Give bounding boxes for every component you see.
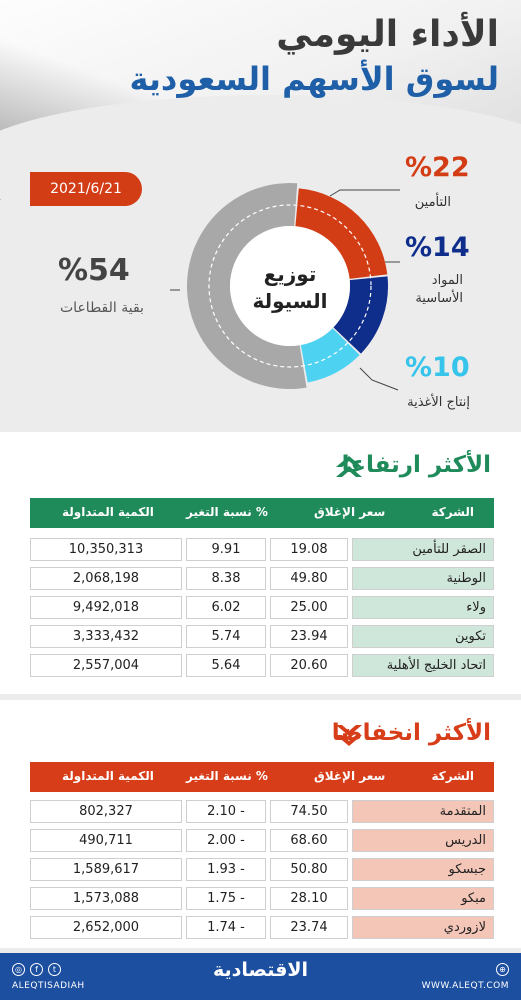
rest-label: بقية القطاعات bbox=[60, 300, 144, 316]
down-arrow-icon bbox=[336, 725, 362, 746]
company-cell: اتحاد الخليج الأهلية bbox=[352, 654, 494, 677]
table-row: مبكو 28.10 1.75 -1,573,088 bbox=[30, 887, 494, 910]
change-pct-cell: 8.38 bbox=[186, 567, 266, 590]
close-price-cell: 23.94 bbox=[270, 625, 348, 648]
change-pct-cell: 1.74 - bbox=[186, 916, 266, 939]
losers-col-close: سعر الإغلاق bbox=[314, 769, 386, 783]
food-pct: %10 bbox=[405, 352, 470, 383]
page-subtitle: لسوق الأسهم السعودية bbox=[129, 60, 499, 98]
losers-panel: الأكثر انخفاضا bbox=[0, 700, 521, 948]
table-row: الصقر للتأمين 19.08 9.91 10,350,313 bbox=[30, 538, 494, 561]
change-pct-cell: 1.75 - bbox=[186, 887, 266, 910]
volume-cell: 2,068,198 bbox=[30, 567, 182, 590]
company-cell: المتقدمة bbox=[352, 800, 494, 823]
losers-col-change: نسبة التغير % bbox=[186, 769, 268, 783]
gainers-col-close: سعر الإغلاق bbox=[314, 505, 386, 519]
materials-label-line1: المواد bbox=[431, 273, 463, 288]
page-title: الأداء اليومي bbox=[276, 14, 499, 55]
volume-cell: 2,557,004 bbox=[30, 654, 182, 677]
volume-cell: 9,492,018 bbox=[30, 596, 182, 619]
volume-cell: 3,333,432 bbox=[30, 625, 182, 648]
materials-arc bbox=[333, 276, 388, 354]
change-pct-cell: 2.10 - bbox=[186, 800, 266, 823]
close-price-cell: 74.50 bbox=[270, 800, 348, 823]
company-cell: الصقر للتأمين bbox=[352, 538, 494, 561]
volume-cell: 2,652,000 bbox=[30, 916, 182, 939]
donut-center bbox=[230, 226, 350, 346]
losers-col-volume: الكمية المتداولة bbox=[62, 769, 154, 783]
close-price-cell: 68.60 bbox=[270, 829, 348, 852]
close-price-cell: 23.74 bbox=[270, 916, 348, 939]
change-pct-cell: 5.74 bbox=[186, 625, 266, 648]
rest-pct: %54 bbox=[58, 253, 130, 288]
change-pct-cell: 6.02 bbox=[186, 596, 266, 619]
instagram-icon[interactable]: ◎ bbox=[12, 963, 25, 976]
leader-line-food bbox=[359, 367, 399, 391]
close-price-cell: 49.80 bbox=[270, 567, 348, 590]
table-row: جبسكو 50.80 1.93 -1,589,617 bbox=[30, 858, 494, 881]
insurance-arc bbox=[295, 188, 388, 279]
table-row: تكوين 23.94 5.74 3,333,432 bbox=[30, 625, 494, 648]
donut-center-line1: توزيع bbox=[264, 262, 317, 286]
company-cell: الدريس bbox=[352, 829, 494, 852]
leader-line-insurance bbox=[329, 189, 400, 197]
close-price-cell: 19.08 bbox=[270, 538, 348, 561]
losers-col-company: الشركة bbox=[431, 769, 474, 783]
table-row: المتقدمة 74.50 2.10 -802,327 bbox=[30, 800, 494, 823]
volume-cell: 10,350,313 bbox=[30, 538, 182, 561]
close-price-cell: 20.60 bbox=[270, 654, 348, 677]
website-link[interactable]: WWW.ALEQT.COM bbox=[421, 981, 509, 991]
table-row: اتحاد الخليج الأهلية 20.60 5.64 2,557,004 bbox=[30, 654, 494, 677]
date-badge: 2021/6/21 bbox=[30, 172, 142, 206]
table-row: لازوردي 23.74 1.74 -2,652,000 bbox=[30, 916, 494, 939]
gainers-title: الأكثر ارتفاعا bbox=[341, 452, 491, 478]
footer: ◎ f t ALEQTISADIAH الاقتصادية ⊕ WWW.ALEQ… bbox=[0, 953, 521, 1000]
gainers-panel: الأكثر ارتفاعا bbox=[0, 432, 521, 694]
donut-dashed-ring bbox=[208, 204, 372, 368]
food-arc bbox=[300, 328, 360, 383]
table-row: ولاء 25.00 6.02 9,492,018 bbox=[30, 596, 494, 619]
leader-lines bbox=[170, 189, 400, 391]
food-label: إنتاج الأغذية bbox=[407, 395, 470, 410]
social-handle[interactable]: ALEQTISADIAH bbox=[12, 981, 85, 991]
header-banner: الأداء اليومي لسوق الأسهم السعودية bbox=[0, 0, 521, 235]
company-cell: جبسكو bbox=[352, 858, 494, 881]
twitter-icon[interactable]: t bbox=[48, 963, 61, 976]
company-cell: تكوين bbox=[352, 625, 494, 648]
up-arrow-icon bbox=[336, 456, 362, 477]
company-cell: الوطنية bbox=[352, 567, 494, 590]
materials-label-line2: الأساسية bbox=[415, 291, 463, 306]
insurance-pct: %22 bbox=[405, 152, 470, 183]
volume-cell: 1,589,617 bbox=[30, 858, 182, 881]
gainers-col-company: الشركة bbox=[431, 505, 474, 519]
company-cell: لازوردي bbox=[352, 916, 494, 939]
table-row: الوطنية 49.80 8.38 2,068,198 bbox=[30, 567, 494, 590]
company-cell: ولاء bbox=[352, 596, 494, 619]
change-pct-cell: 9.91 bbox=[186, 538, 266, 561]
volume-cell: 802,327 bbox=[30, 800, 182, 823]
close-price-cell: 50.80 bbox=[270, 858, 348, 881]
liquidity-donut-chart: توزيع السيولة bbox=[186, 182, 388, 389]
volume-cell: 490,711 bbox=[30, 829, 182, 852]
materials-pct: %14 bbox=[405, 232, 470, 263]
losers-title: الأكثر انخفاضا bbox=[331, 720, 491, 746]
volume-cell: 1,573,088 bbox=[30, 887, 182, 910]
globe-icon: ⊕ bbox=[496, 963, 509, 976]
change-pct-cell: 1.93 - bbox=[186, 858, 266, 881]
gainers-col-volume: الكمية المتداولة bbox=[62, 505, 154, 519]
close-price-cell: 28.10 bbox=[270, 887, 348, 910]
facebook-icon[interactable]: f bbox=[30, 963, 43, 976]
company-cell: مبكو bbox=[352, 887, 494, 910]
donut-center-line2: السيولة bbox=[252, 289, 327, 313]
table-row: الدريس 68.60 2.00 -490,711 bbox=[30, 829, 494, 852]
close-price-cell: 25.00 bbox=[270, 596, 348, 619]
rest-arc bbox=[186, 182, 307, 389]
brand-logo: الاقتصادية bbox=[212, 959, 309, 981]
change-pct-cell: 2.00 - bbox=[186, 829, 266, 852]
change-pct-cell: 5.64 bbox=[186, 654, 266, 677]
gainers-table-header: الشركة سعر الإغلاق نسبة التغير % الكمية … bbox=[30, 498, 494, 528]
losers-table-header: الشركة سعر الإغلاق نسبة التغير % الكمية … bbox=[30, 762, 494, 792]
gainers-col-change: نسبة التغير % bbox=[186, 505, 268, 519]
insurance-label: التأمين bbox=[414, 195, 451, 210]
